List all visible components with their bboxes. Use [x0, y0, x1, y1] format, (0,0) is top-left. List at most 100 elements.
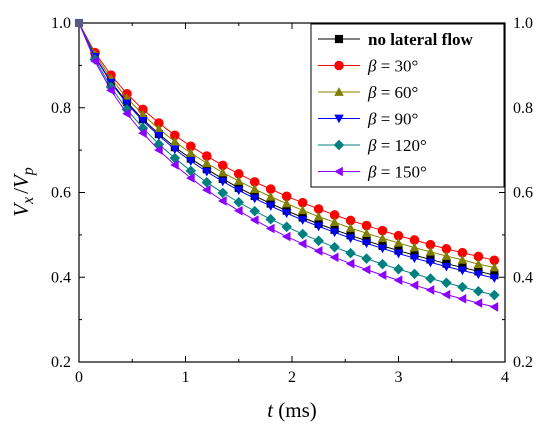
data-point — [233, 176, 244, 185]
data-point — [441, 289, 451, 300]
data-point — [138, 117, 148, 126]
legend-entry: β = 60° — [318, 83, 418, 102]
legend-marker — [333, 139, 345, 151]
data-point — [329, 228, 340, 238]
data-point — [329, 217, 340, 227]
data-point — [201, 177, 213, 188]
data-point — [377, 244, 388, 254]
legend-marker — [334, 166, 343, 177]
data-point — [154, 131, 164, 141]
x-axis-unit: (ms) — [273, 398, 317, 422]
legend-label: β = 150° — [367, 163, 427, 182]
data-point — [265, 213, 276, 225]
data-point — [345, 258, 355, 269]
legend-label: no lateral flow — [368, 30, 474, 49]
y-tick-label-left: 0.6 — [51, 185, 71, 202]
legend-label: β = 90° — [367, 110, 418, 129]
y-axis-numerator-sub: x — [20, 197, 37, 205]
data-point — [393, 230, 404, 241]
data-point — [313, 246, 323, 256]
data-point — [202, 151, 212, 161]
x-tick-label: 2 — [288, 369, 296, 386]
data-point — [473, 270, 484, 280]
y-tick-label-right: 0.6 — [513, 185, 533, 202]
data-point — [186, 157, 196, 166]
data-point — [138, 128, 147, 138]
data-point — [233, 196, 245, 208]
data-point — [185, 165, 197, 177]
data-point — [281, 231, 291, 242]
legend-marker — [334, 87, 344, 96]
data-point — [233, 205, 243, 216]
data-point — [425, 285, 435, 295]
data-point — [265, 184, 276, 194]
y-tick-label-right: 0.2 — [513, 354, 533, 371]
data-point — [441, 277, 452, 289]
data-point — [186, 141, 196, 152]
data-point — [297, 216, 308, 225]
data-point — [170, 130, 180, 141]
data-point — [393, 275, 403, 286]
legend-entry: β = 30° — [318, 57, 418, 76]
data-point — [122, 108, 131, 119]
data-point — [265, 191, 276, 201]
data-point — [457, 281, 468, 293]
data-point — [425, 239, 436, 250]
data-point — [489, 302, 499, 312]
series-5 — [78, 22, 499, 312]
data-point — [377, 258, 388, 270]
data-point — [393, 238, 404, 247]
legend-label: β = 30° — [367, 57, 418, 76]
data-point — [457, 247, 468, 258]
y-axis-title: Vx/Vp — [9, 167, 37, 217]
data-point — [281, 191, 292, 202]
y-axis-denominator-sub: p — [20, 167, 37, 176]
data-point — [297, 238, 307, 249]
data-point — [297, 197, 308, 208]
legend-entry: β = 120° — [318, 136, 427, 155]
data-point — [361, 228, 372, 238]
data-point — [281, 221, 292, 233]
data-point — [233, 186, 244, 196]
data-point — [249, 177, 260, 187]
y-tick-label-right: 1.0 — [513, 15, 533, 32]
data-point — [377, 225, 388, 236]
y-tick-label-left: 0.2 — [51, 354, 71, 371]
x-axis-title: t (ms) — [267, 398, 317, 422]
data-point — [345, 215, 356, 226]
data-point — [138, 109, 148, 119]
legend-marker — [334, 114, 344, 124]
data-point — [345, 223, 356, 232]
data-point — [425, 273, 436, 284]
data-point — [217, 160, 228, 171]
data-point — [249, 194, 260, 204]
data-point — [217, 177, 228, 187]
data-point — [409, 235, 420, 245]
data-point — [186, 148, 196, 157]
data-point — [393, 249, 404, 259]
data-point — [249, 215, 259, 225]
data-point — [329, 210, 340, 220]
data-point — [217, 167, 228, 177]
data-point — [409, 254, 420, 263]
data-point — [457, 266, 468, 276]
data-point — [345, 247, 356, 259]
legend-marker — [334, 60, 344, 71]
series-4 — [78, 22, 500, 301]
legend-label: β = 60° — [367, 83, 418, 102]
data-point — [106, 85, 115, 96]
data-point — [361, 239, 372, 249]
data-point — [170, 145, 180, 155]
data-point — [202, 185, 211, 195]
data-point — [233, 169, 244, 179]
data-point — [489, 289, 500, 301]
data-point — [393, 263, 404, 275]
y-tick-label-left: 0.4 — [51, 269, 71, 286]
y-axis-separator: / — [9, 188, 33, 194]
data-point — [489, 274, 500, 283]
x-axis-variable: t — [267, 398, 274, 422]
data-point — [313, 204, 324, 214]
legend-box — [310, 23, 505, 188]
data-point — [377, 233, 388, 243]
y-tick-label-left: 1.0 — [51, 15, 71, 32]
